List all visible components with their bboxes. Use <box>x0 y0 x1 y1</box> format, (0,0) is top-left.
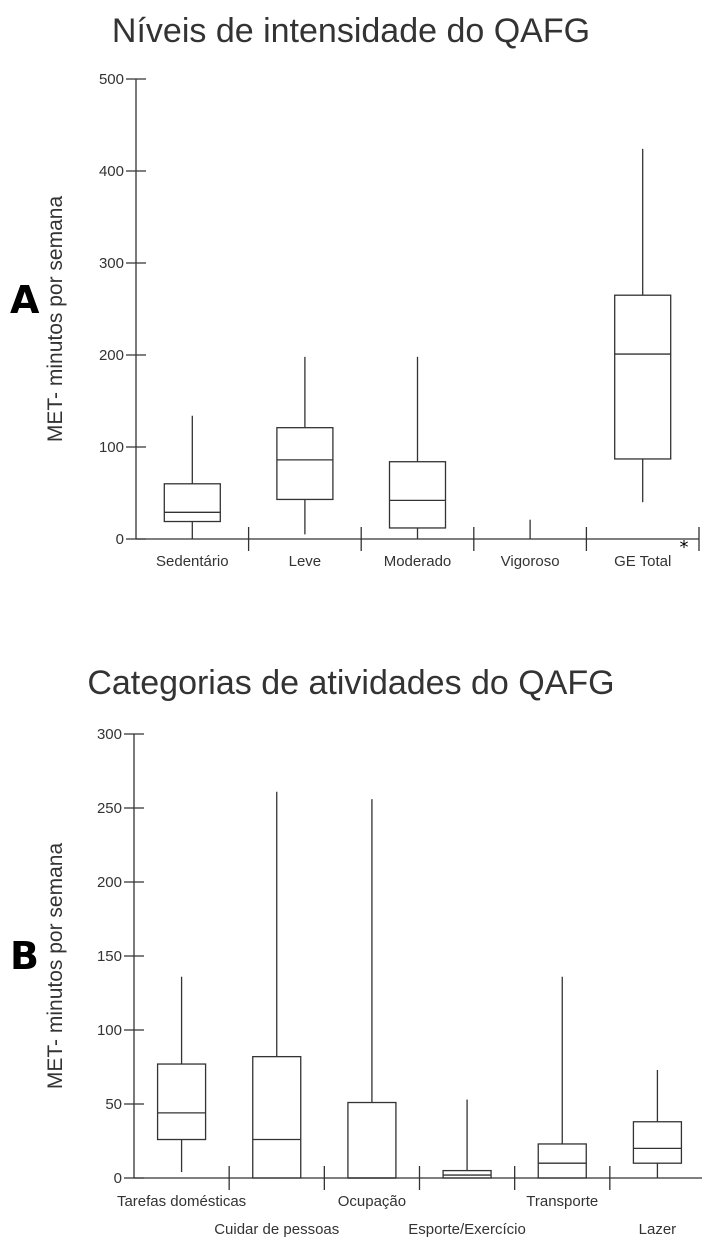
chart-a-category-label: Leve <box>289 553 322 570</box>
chart-a-y-axis-label: MET- minutos por semana <box>44 196 67 443</box>
chart-b-category-label: Esporte/Exercício <box>408 1221 526 1237</box>
chart-b-box <box>442 1169 492 1179</box>
chart-b-box <box>347 1101 397 1179</box>
chart-a-title: Níveis de intensidade do QAFG <box>111 12 591 50</box>
chart-b-y-tick-label: 250 <box>97 800 122 817</box>
chart-b-box <box>156 1063 207 1141</box>
chart-b-box <box>252 1055 302 1179</box>
chart-a-category-label: Sedentário <box>156 553 229 570</box>
chart-a-annotation-star: * <box>680 537 689 558</box>
chart-a-y-tick-label: 200 <box>99 347 124 364</box>
chart-b-y-tick-label: 50 <box>105 1096 122 1113</box>
chart-a-box <box>614 294 672 460</box>
chart-b-y-tick-label: 100 <box>97 1022 122 1039</box>
chart-a-y-tick-label: 100 <box>99 439 124 456</box>
chart-a-box <box>388 461 447 529</box>
chart-b-category-label: Lazer <box>639 1221 677 1237</box>
chart-b-y-tick-label: 150 <box>97 948 122 965</box>
chart-a-box <box>276 427 334 501</box>
chart-b-y-tick-label: 200 <box>97 874 122 891</box>
panel-letter-a: A <box>10 278 40 322</box>
chart-b-category-label: Cuidar de pessoas <box>214 1221 339 1237</box>
chart-a-category-label: Vigoroso <box>501 553 560 570</box>
chart-b-category-label: Transporte <box>526 1193 598 1210</box>
chart-b-category-label: Tarefas domésticas <box>117 1193 246 1210</box>
chart-b-title: Categorias de atividades do QAFG <box>87 664 615 702</box>
chart-a-category-label: GE Total <box>614 553 671 570</box>
chart-a-box <box>163 483 221 523</box>
panel-letter-b: B <box>10 934 39 978</box>
chart-b-y-tick-label: 0 <box>114 1170 122 1187</box>
chart-b-y-axis-label: MET- minutos por semana <box>44 843 67 1090</box>
chart-a-y-tick-label: 500 <box>99 71 124 88</box>
chart-a-y-tick-label: 400 <box>99 163 124 180</box>
chart-b-box <box>632 1121 683 1164</box>
chart-a-y-tick-label: 0 <box>116 531 124 548</box>
chart-a-y-tick-label: 300 <box>99 255 124 272</box>
chart-b-y-tick-label: 300 <box>97 726 122 743</box>
chart-a-category-label: Moderado <box>384 553 452 570</box>
chart-b-box <box>537 1143 587 1179</box>
chart-b-category-label: Ocupação <box>338 1193 406 1210</box>
